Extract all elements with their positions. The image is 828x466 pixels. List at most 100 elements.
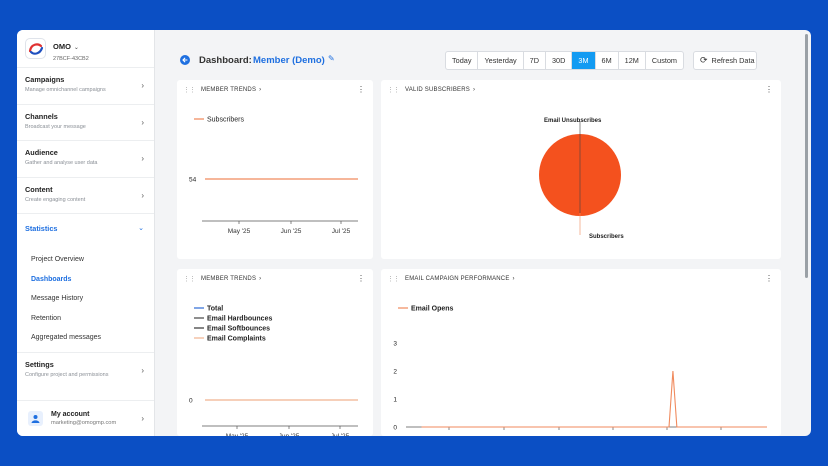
nav-audience-desc: Gather and analyse user data [25,160,98,166]
topbar: Dashboard: Member (Demo) ✎ Today Yesterd… [155,30,811,78]
legend-total: Total [207,306,223,313]
arrow-left-icon [182,57,188,63]
card-menu-icon[interactable]: ⋮ [357,274,365,283]
nav-settings[interactable]: Settings Configure project and permissio… [17,353,154,390]
statistics-submenu: Project Overview Dashboards Message Hist… [17,244,154,353]
x-tick-label: Jun '25 [281,228,302,235]
account-email: marketing@omogmp.com [51,420,117,426]
card-menu-icon[interactable]: ⋮ [765,274,773,283]
y-tick-label: 3 [393,341,397,348]
chevron-right-icon: › [512,276,515,282]
x-tick-label: May '25 [226,433,249,436]
drag-handle-icon[interactable]: ⋮⋮ [387,276,400,283]
project-id: 27BCF-43CB2 [53,55,89,62]
range-6m[interactable]: 6M [596,52,619,69]
date-range-selector: Today Yesterday 7D 30D 3M 6M 12M Custom [445,51,685,70]
user-icon [28,411,43,426]
card-title[interactable]: MEMBER TRENDS [201,276,257,282]
scrollbar[interactable] [805,34,808,278]
range-12m[interactable]: 12M [619,52,646,69]
card-title[interactable]: MEMBER TRENDS [201,87,257,93]
nav-content-desc: Create engaging content [25,196,86,203]
sub-item-retention[interactable]: Retention [31,314,61,322]
sub-item-dashboards[interactable]: Dashboards [31,275,72,283]
legend-subscribers: Subscribers [207,117,244,124]
nav-audience[interactable]: Audience Gather and analyse user data › [17,141,154,178]
refresh-label: Refresh Data [711,56,755,65]
card-valid-subscribers: ⋮⋮ VALID SUBSCRIBERS › ⋮ Email Unsubscri… [381,80,781,259]
x-tick-label: Jul '25 [332,228,351,235]
x-tick-label: Jul '25 [331,433,350,436]
card-menu-icon[interactable]: ⋮ [765,85,773,94]
nav-statistics-title: Statistics [25,224,58,233]
drag-handle-icon[interactable]: ⋮⋮ [387,87,400,94]
member-trends-chart: Subscribers 54 May '25 Jun '25 Jul '25 [189,117,358,235]
x-tick-label: May '25 [228,228,251,235]
chevron-right-icon: › [141,154,144,163]
nav-settings-desc: Configure project and permissions [25,371,109,378]
dashboard-name[interactable]: Member (Demo) [253,55,325,66]
y-tick-label: 54 [189,177,197,184]
main-area: Dashboard: Member (Demo) ✎ Today Yesterd… [155,30,811,436]
x-tick-label: Jun '25 [279,433,300,436]
nav-content-title: Content [25,184,53,194]
drag-handle-icon[interactable]: ⋮⋮ [183,276,196,283]
chevron-right-icon: › [141,414,144,423]
valid-subscribers-pie: Email Unsubscribes Subscribers [539,118,624,240]
chevron-right-icon: › [141,365,144,375]
nav-campaigns[interactable]: Campaigns Manage omnichannel campaigns › [17,68,154,105]
nav-campaigns-title: Campaigns [25,75,65,84]
card-email-campaign-performance: ⋮⋮ EMAIL CAMPAIGN PERFORMANCE › ⋮ Email … [381,269,781,436]
account-menu[interactable]: My account marketing@omogmp.com › [17,400,154,436]
nav-content[interactable]: Content Create engaging content › [17,178,154,214]
back-button[interactable] [180,55,190,65]
legend-complaints: Email Complaints [207,336,266,343]
chevron-down-icon: ⌄ [138,225,144,232]
nav-campaigns-desc: Manage omnichannel campaigns [25,87,106,93]
pie-label-unsubscribes: Email Unsubscribes [544,118,602,124]
card-member-trends-1: ⋮⋮ MEMBER TRENDS › ⋮ Subscribers 54 May '… [177,80,373,259]
y-tick-label: 0 [189,398,193,405]
refresh-icon: ⟳ [700,55,708,65]
app-window: OMO ⌄ 27BCF-43CB2 Campaigns Manage omnich… [17,30,811,436]
edit-icon[interactable]: ✎ [328,54,335,63]
sub-item-message-history[interactable]: Message History [31,295,84,302]
omo-logo [25,38,46,59]
range-custom[interactable]: Custom [651,56,678,65]
chevron-right-icon: › [259,276,262,282]
project-switcher[interactable]: OMO ⌄ 27BCF-43CB2 [17,30,154,68]
range-today[interactable]: Today [446,52,479,69]
pie-label-subscribers: Subscribers [589,234,624,240]
sidebar: OMO ⌄ 27BCF-43CB2 Campaigns Manage omnich… [17,30,155,436]
dashboard-label: Dashboard: [199,55,252,66]
refresh-data-button[interactable]: ⟳ Refresh Data [693,51,757,70]
range-30d[interactable]: 30D [546,52,573,69]
nav-statistics[interactable]: Statistics ⌄ [17,214,154,244]
sub-item-project-overview[interactable]: Project Overview [31,256,84,263]
account-name: My account [51,411,90,418]
y-tick-label: 0 [393,425,397,432]
card-title[interactable]: EMAIL CAMPAIGN PERFORMANCE [405,276,510,282]
series-line-email-opens [421,370,767,428]
nav-audience-title: Audience [25,148,58,157]
nav-channels-desc: Broadcast your message [25,123,86,130]
range-3m[interactable]: 3M [572,52,596,69]
chart-marks: 54 May '25 Jun '25 Jul '25 [189,177,358,235]
sub-item-aggregated-messages[interactable]: Aggregated messages [31,334,102,341]
range-yesterday[interactable]: Yesterday [478,52,524,69]
range-7d[interactable]: 7D [524,52,546,69]
drag-handle-icon[interactable]: ⋮⋮ [183,87,196,94]
y-tick-label: 1 [393,397,397,404]
card-member-trends-2: ⋮⋮ MEMBER TRENDS › ⋮ Total Email Hardbou… [177,269,373,436]
chevron-down-icon: ⌄ [73,44,79,51]
chevron-right-icon: › [141,81,144,90]
chevron-right-icon: › [141,117,144,127]
chevron-right-icon: › [141,190,144,200]
card-title[interactable]: VALID SUBSCRIBERS [405,87,470,93]
email-opens-chart: Email Opens 012321 Apr5 May19 May2 Jun16… [393,306,767,432]
nav-channels-title: Channels [25,111,58,121]
card-menu-icon[interactable]: ⋮ [357,85,365,94]
nav-settings-title: Settings [25,359,54,369]
brand-name: OMO [53,41,71,51]
nav-channels[interactable]: Channels Broadcast your message › [17,105,154,141]
